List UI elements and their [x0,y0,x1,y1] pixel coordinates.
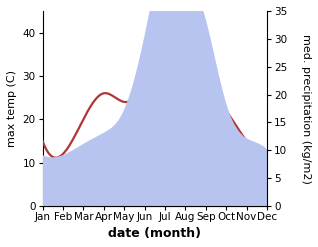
Y-axis label: med. precipitation (kg/m2): med. precipitation (kg/m2) [301,34,311,183]
Y-axis label: max temp (C): max temp (C) [7,70,17,147]
X-axis label: date (month): date (month) [108,227,201,240]
